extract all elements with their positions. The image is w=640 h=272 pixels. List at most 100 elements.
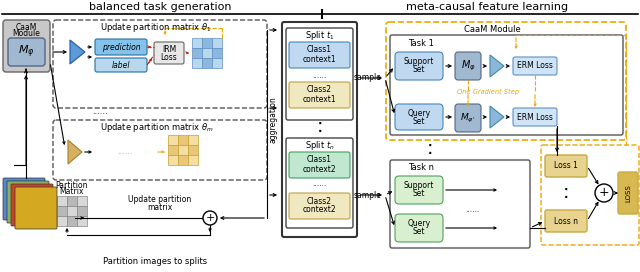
FancyBboxPatch shape <box>545 155 587 177</box>
Text: balanced task generation: balanced task generation <box>89 2 231 12</box>
Text: Class1: Class1 <box>307 156 332 165</box>
Text: aggregation: aggregation <box>269 97 278 143</box>
Text: Loss 1: Loss 1 <box>554 162 578 171</box>
FancyBboxPatch shape <box>95 39 147 55</box>
FancyBboxPatch shape <box>395 176 443 204</box>
Text: label: label <box>112 60 131 70</box>
FancyBboxPatch shape <box>618 172 638 214</box>
Text: ......: ...... <box>465 206 479 215</box>
FancyBboxPatch shape <box>286 138 353 228</box>
Bar <box>168 145 178 155</box>
FancyBboxPatch shape <box>455 104 481 132</box>
Text: Set: Set <box>413 227 425 236</box>
Bar <box>188 135 198 145</box>
Text: Support: Support <box>404 181 434 190</box>
Bar <box>168 155 178 165</box>
Text: Update partition: Update partition <box>129 196 191 205</box>
Bar <box>192 38 202 48</box>
Bar <box>178 145 188 155</box>
FancyBboxPatch shape <box>154 42 184 64</box>
Text: context2: context2 <box>302 206 336 215</box>
Text: ......: ...... <box>312 180 326 188</box>
Text: ......: ...... <box>117 147 133 156</box>
FancyBboxPatch shape <box>282 22 357 237</box>
Text: Matrix: Matrix <box>60 187 84 196</box>
FancyBboxPatch shape <box>7 181 49 223</box>
FancyBboxPatch shape <box>95 58 147 72</box>
Text: :: : <box>427 138 433 157</box>
FancyBboxPatch shape <box>390 160 530 248</box>
Bar <box>192 48 202 58</box>
Text: Partition images to splits: Partition images to splits <box>103 258 207 267</box>
Text: Set: Set <box>413 116 425 125</box>
Bar <box>77 196 87 206</box>
Text: $M_\varphi$: $M_\varphi$ <box>461 59 476 73</box>
Bar <box>192 58 202 68</box>
Text: CaaM Module: CaaM Module <box>463 26 520 35</box>
FancyBboxPatch shape <box>455 52 481 80</box>
FancyBboxPatch shape <box>395 104 443 130</box>
Bar <box>212 58 222 68</box>
Text: Support: Support <box>404 57 434 66</box>
Bar <box>57 196 67 206</box>
Text: +: + <box>598 187 609 199</box>
Text: sample: sample <box>354 73 382 82</box>
Bar <box>57 206 67 216</box>
Text: $M_{\varphi'}$: $M_{\varphi'}$ <box>460 112 476 125</box>
FancyBboxPatch shape <box>289 42 350 68</box>
Text: ......: ...... <box>92 107 108 116</box>
Text: :: : <box>563 183 569 202</box>
Text: Task n: Task n <box>408 163 434 172</box>
Text: Partition: Partition <box>56 181 88 190</box>
Text: ERM Loss: ERM Loss <box>517 61 553 70</box>
FancyBboxPatch shape <box>386 22 626 140</box>
FancyBboxPatch shape <box>289 193 350 219</box>
FancyBboxPatch shape <box>395 52 443 80</box>
Bar <box>77 206 87 216</box>
Circle shape <box>203 211 217 225</box>
FancyBboxPatch shape <box>53 20 267 108</box>
Text: sample: sample <box>354 190 382 199</box>
FancyBboxPatch shape <box>286 28 353 120</box>
Bar <box>178 155 188 165</box>
FancyBboxPatch shape <box>11 184 53 226</box>
FancyBboxPatch shape <box>513 108 557 126</box>
Bar <box>202 38 212 48</box>
Text: ERM Loss: ERM Loss <box>517 113 553 122</box>
Text: Set: Set <box>413 190 425 199</box>
Bar <box>202 48 212 58</box>
Text: matrix: matrix <box>147 203 173 212</box>
Text: IRM: IRM <box>162 45 176 54</box>
Bar <box>212 38 222 48</box>
Polygon shape <box>68 140 82 164</box>
Circle shape <box>595 184 613 202</box>
Bar <box>57 216 67 226</box>
Text: context1: context1 <box>302 94 336 104</box>
FancyBboxPatch shape <box>395 214 443 242</box>
FancyBboxPatch shape <box>3 20 50 72</box>
Text: +: + <box>205 213 214 223</box>
Text: LOSS: LOSS <box>625 184 631 202</box>
Text: Class1: Class1 <box>307 45 332 54</box>
Bar <box>188 145 198 155</box>
Text: prediction: prediction <box>102 42 140 51</box>
FancyBboxPatch shape <box>289 82 350 108</box>
Text: Loss: Loss <box>161 52 177 61</box>
Bar <box>212 48 222 58</box>
Polygon shape <box>70 40 85 64</box>
Text: Loss n: Loss n <box>554 217 578 225</box>
Bar <box>188 155 198 165</box>
FancyBboxPatch shape <box>545 210 587 232</box>
FancyBboxPatch shape <box>3 178 45 220</box>
FancyBboxPatch shape <box>53 120 267 180</box>
Text: Split $t_1$: Split $t_1$ <box>305 29 335 42</box>
Text: Task 1: Task 1 <box>408 39 434 48</box>
FancyBboxPatch shape <box>15 187 57 229</box>
Text: Set: Set <box>413 66 425 75</box>
FancyBboxPatch shape <box>8 38 45 66</box>
Text: Query: Query <box>408 109 431 118</box>
Bar <box>178 135 188 145</box>
Bar <box>168 135 178 145</box>
FancyBboxPatch shape <box>289 152 350 178</box>
Bar <box>67 216 77 226</box>
